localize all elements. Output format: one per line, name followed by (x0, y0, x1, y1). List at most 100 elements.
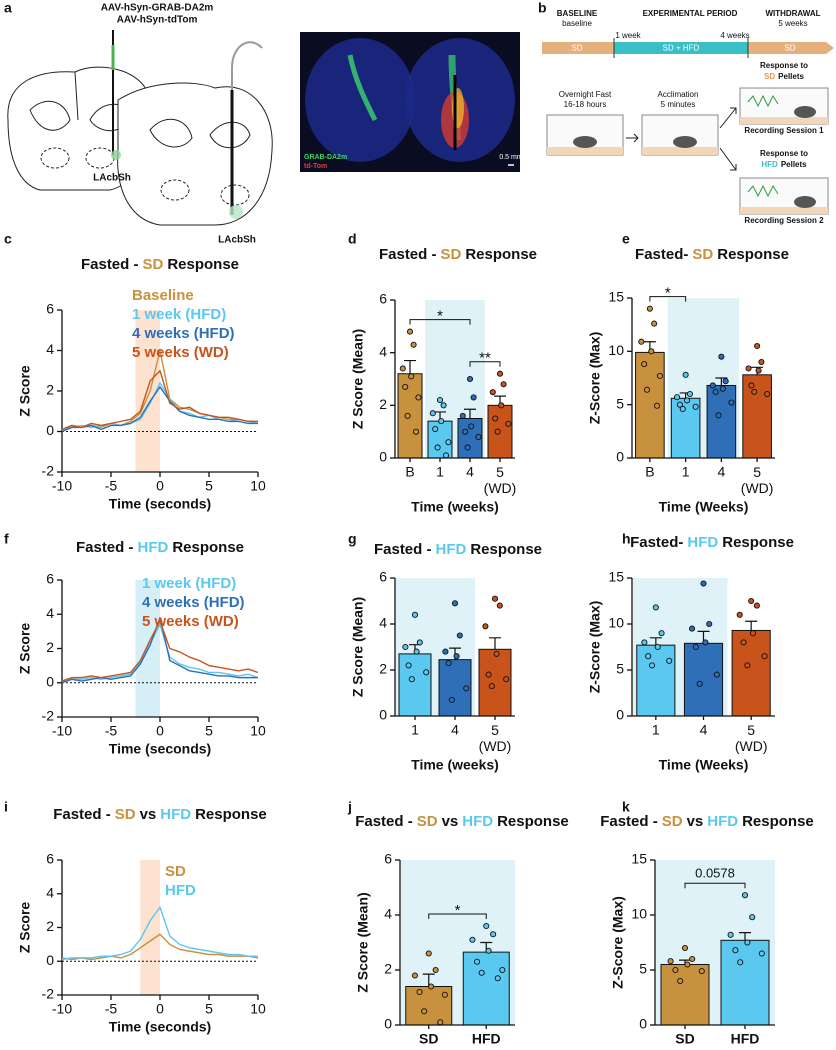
data-point (696, 680, 703, 687)
x-tick-label: 10 (250, 1001, 266, 1017)
timepoint: 4 weeks (720, 31, 749, 40)
phase-title: WITHDRAWAL (765, 9, 820, 18)
y-tick-label: 4 (46, 884, 54, 900)
title-part: HFD (707, 813, 738, 830)
y-tick-label: 5 (616, 661, 624, 677)
data-point (684, 961, 691, 968)
data-point (432, 425, 439, 433)
legend-entry: 1 week (HFD) (132, 306, 226, 323)
x-axis-label: Time (weeks) (411, 757, 499, 773)
data-point (719, 385, 726, 392)
panel-label: b (538, 0, 547, 16)
legend-entry: SD (165, 863, 186, 880)
x-tick-label: 5 (205, 723, 213, 739)
step-title: Acclimation (658, 90, 699, 99)
data-point (410, 341, 417, 348)
data-point (653, 402, 661, 409)
data-point (468, 423, 475, 430)
y-axis-label: Z Score (Mean) (350, 597, 366, 697)
title-part: Response (742, 813, 814, 830)
data-point (491, 595, 499, 602)
data-point (727, 931, 734, 938)
y-tick-label: 5 (639, 961, 647, 977)
title-part: HFD (462, 813, 493, 830)
error-bar (489, 637, 501, 650)
data-point (722, 378, 729, 385)
error-bar (715, 377, 728, 386)
legend-entry: 5 weeks (WD) (132, 344, 229, 361)
cages (546, 87, 829, 215)
y-tick-label: -2 (42, 463, 55, 479)
y-tick-label: 4 (379, 343, 387, 359)
y-tick-label: 0 (379, 707, 387, 723)
series-line (61, 616, 258, 684)
data-point (451, 600, 459, 607)
data-point (712, 388, 719, 395)
data-point (492, 415, 499, 422)
data-point (658, 630, 665, 637)
pellet-type: HFD (761, 160, 778, 169)
legend-entry: 4 weeks (HFD) (142, 594, 245, 611)
panel-label: e (622, 231, 630, 247)
y-axis-label: Z Score (Mean) (350, 329, 366, 429)
data-point (469, 936, 476, 943)
error-bar (422, 973, 435, 987)
data-point (654, 643, 661, 651)
x-axis-label: Time (weeks) (411, 499, 499, 515)
data-point (689, 955, 696, 963)
y-tick-label: 6 (46, 571, 54, 587)
error-bar (404, 359, 416, 374)
data-point (478, 969, 485, 976)
x-tick-label: B (405, 464, 414, 480)
x-tick-label: 0 (156, 1001, 164, 1017)
data-point (475, 433, 482, 440)
data-point (744, 939, 751, 946)
x-axis-label: Time (seconds) (109, 1019, 211, 1035)
data-point (676, 401, 683, 408)
y-tick-label: 10 (631, 906, 647, 922)
chart-title: Fasted - SD vs HFD Response (600, 813, 814, 830)
data-point (667, 958, 674, 965)
data-point (677, 977, 684, 985)
title-part: Fasted - (600, 813, 658, 830)
data-point (679, 405, 686, 412)
data-point (423, 669, 430, 676)
data-point (638, 338, 645, 345)
data-point (434, 444, 441, 451)
data-point (463, 685, 470, 692)
y-tick-label: 2 (46, 382, 54, 398)
data-point (686, 390, 693, 398)
y-axis-label: Z Score (17, 365, 33, 417)
data-point (496, 602, 503, 609)
data-point (470, 394, 477, 401)
bar (636, 644, 676, 717)
title-part: SD (142, 256, 163, 273)
data-point (427, 983, 435, 990)
x-tick-label: 4 (466, 464, 474, 480)
data-point (715, 412, 722, 419)
data-point (741, 892, 749, 899)
title-part: Response (497, 813, 569, 830)
data-point (728, 399, 735, 406)
region-label: LAcbSh (93, 173, 131, 184)
chart-title: Fasted- SD Response (635, 246, 789, 263)
x-tick-label: 10 (250, 478, 266, 494)
data-point (682, 371, 689, 378)
data-point (648, 348, 655, 355)
y-tick-label: 15 (608, 569, 624, 585)
phase-title: BASELINE (557, 9, 598, 18)
x-tick-label: 5 (WD) (479, 722, 512, 754)
session-prompt: Response to (760, 61, 808, 70)
data-point (736, 611, 743, 618)
x-tick-label: B (645, 464, 654, 480)
significance-label: * (455, 902, 461, 919)
bar (487, 404, 513, 459)
data-point (713, 671, 720, 678)
x-axis-label: Time (seconds) (109, 496, 211, 512)
title-part: Fasted - (379, 246, 437, 263)
y-tick-label: 4 (379, 615, 387, 631)
data-point (448, 696, 455, 703)
data-point (761, 653, 768, 660)
data-point (666, 657, 673, 664)
error-bar (464, 408, 476, 419)
